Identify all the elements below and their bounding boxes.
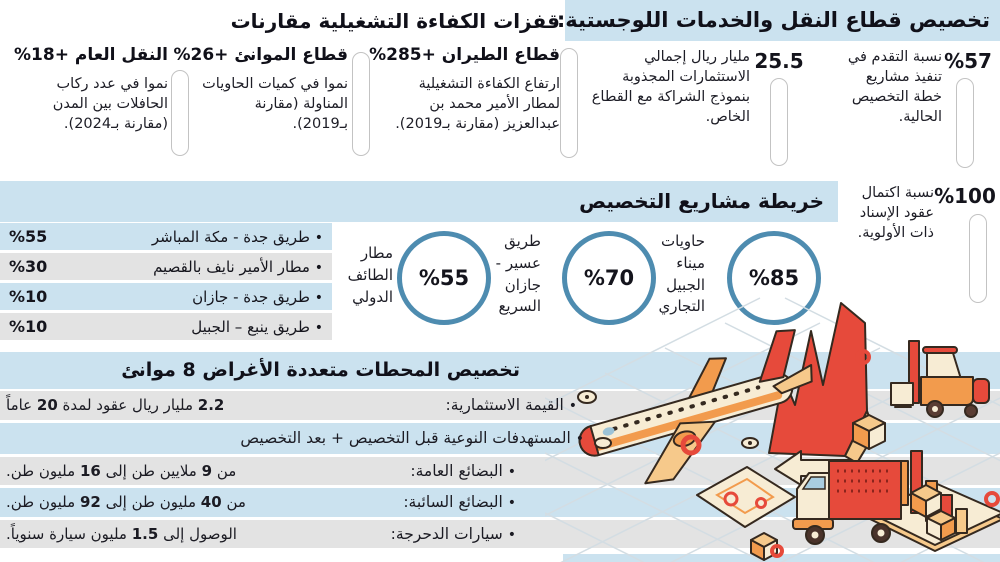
public-transport-desc: نموا في عدد ركاب الحافلات بين المدن (مقا… (52, 76, 168, 132)
row-label-bulk-cargo: • البضائع السائبة: (403, 493, 516, 511)
project-value: %55 (9, 227, 48, 246)
progress-57-desc: نسبة التقدم في تنفيذ مشاريع خطة التخصيص … (847, 49, 942, 125)
aviation-label: قطاع الطيران (441, 45, 560, 65)
ports-label: قطاع الموانئ (234, 45, 348, 65)
bullet-icon: • (314, 229, 323, 246)
capsule-gauge (956, 78, 974, 168)
public-transport-value: %18+ (14, 45, 69, 65)
capsule-gauge (969, 214, 987, 303)
capsule-gauge (770, 78, 788, 166)
capsule-divider (171, 70, 189, 156)
ports-desc: نموا في كميات الحاويات المناولة (مقارنة … (202, 76, 348, 132)
aviation-value: %285+ (369, 45, 436, 65)
bullet-icon: • (314, 319, 323, 336)
row-label-targets: • المستهدفات النوعية قبل التخصيص + بعد ا… (240, 429, 584, 447)
row-value-bulk-cargo: من 40 مليون طن إلى 92 مليون طن. (6, 493, 246, 511)
gauge-asir-jazan-value: %70 (583, 266, 635, 290)
investments-desc: مليار ريال إجمالي الاستثمارات المجذوبة ب… (591, 49, 750, 125)
row-value-general-cargo: من 9 ملايين طن إلى 16 مليون طن. (6, 462, 237, 480)
project-row-jeddah-jazan: • طريق جدة - جازان %10 (0, 283, 332, 310)
main-title-bar: تخصيص قطاع النقل والخدمات اللوجستية: (556, 0, 1000, 41)
project-label: • طريق جدة - جازان (192, 287, 323, 306)
aviation-stat: قطاع الطيران %285+ (368, 45, 560, 65)
row-label-general-cargo: • البضائع العامة: (410, 462, 516, 480)
gauge-asir-jazan-label: طريق عسير - جازان السريع (495, 232, 541, 316)
project-value: %10 (9, 287, 48, 306)
gauge-circle-jubail: %85 (727, 231, 821, 325)
progress-57-value: %57 (944, 49, 992, 73)
project-label: • طريق ينبع – الجبيل (191, 317, 323, 336)
bottom-accent-strip (563, 554, 1000, 562)
row-value-roro-cars: الوصول إلى 1.5 مليون سيارة سنوياً. (6, 525, 237, 543)
project-value: %10 (9, 317, 48, 336)
terminals-title: تخصيص المحطات متعددة الأغراض 8 موانئ (121, 359, 520, 381)
row-value-investment: 2.2 مليار ريال عقود لمدة 20 عاماً (6, 396, 225, 414)
terminals-title-wrap: تخصيص المحطات متعددة الأغراض 8 موانئ (0, 352, 520, 389)
capsule-divider (352, 52, 370, 156)
project-row-yanbu-jubail: • طريق ينبع – الجبيل %10 (0, 313, 332, 340)
ports-value: %26+ (173, 45, 229, 65)
public-transport-stat: النقل العام %18+ (8, 45, 168, 65)
page-title: تخصيص قطاع النقل والخدمات اللوجستية: (556, 8, 990, 32)
bullet-icon: • (568, 398, 577, 414)
project-row-jeddah-makkah: • طريق جدة - مكة المباشر %55 (0, 223, 332, 250)
row-label-roro-cars: • سيارات الدحرجة: (390, 525, 516, 543)
gauge-taif-value: %55 (418, 266, 470, 290)
investments-value: 25.5 (754, 49, 804, 73)
bullet-icon: • (507, 495, 516, 511)
ports-stat: قطاع الموانئ %26+ (173, 45, 348, 65)
map-title-bar: خريطة مشاريع التخصيص (0, 181, 838, 222)
map-title: خريطة مشاريع التخصيص (579, 189, 824, 213)
gauge-jubail-value: %85 (748, 266, 800, 290)
project-value: %30 (9, 257, 48, 276)
capsule-divider (560, 48, 578, 158)
project-row-naif-qassim: • مطار الأمير نايف بالقصيم %30 (0, 253, 332, 280)
bullet-icon: • (314, 289, 323, 306)
public-transport-label: النقل العام (74, 45, 168, 65)
gauge-taif-label: مطار الطائف الدولي (347, 244, 393, 306)
bullet-icon: • (507, 464, 516, 480)
gauge-circle-asir-jazan: %70 (562, 231, 656, 325)
project-label: • طريق جدة - مكة المباشر (151, 227, 323, 246)
bullet-icon: • (507, 527, 516, 543)
efficiency-title: قفزات الكفاءة التشغيلية مقارنات (230, 9, 560, 33)
completion-value: %100 (934, 184, 996, 208)
aviation-desc: ارتفاع الكفاءة التشغيلية لمطار الأمير مح… (395, 76, 560, 132)
bullet-icon: • (314, 259, 323, 276)
completion-desc: نسبة اكتمال عقود الإسناد ذات الأولوية. (857, 185, 934, 241)
project-label: • مطار الأمير نايف بالقصيم (153, 257, 323, 276)
bullet-icon: • (575, 431, 584, 447)
gauge-circle-taif: %55 (397, 231, 491, 325)
